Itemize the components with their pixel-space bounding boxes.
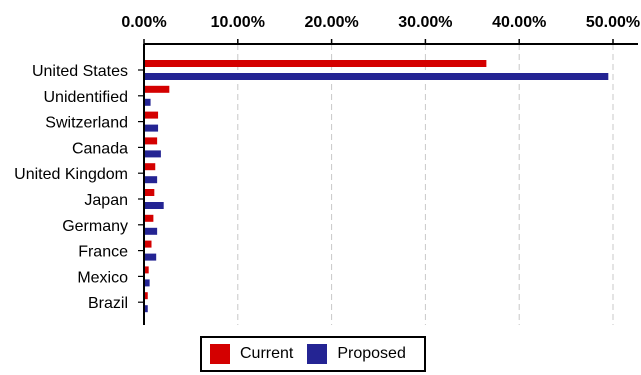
category-labels: United States Unidentified Switzerland Cana… <box>14 63 144 312</box>
bar-proposed <box>144 73 609 80</box>
bar-current <box>144 60 487 67</box>
x-tick-labels: 0.00% 10.00% 20.00% 30.00% 40.00% 50.00% <box>121 14 640 31</box>
x-tick-label: 50.00% <box>586 14 640 31</box>
axes <box>143 43 638 325</box>
x-tick-label: 20.00% <box>304 14 358 31</box>
legend: Current Proposed <box>200 336 426 372</box>
bar-current <box>144 111 159 119</box>
category-label: United States <box>32 63 128 80</box>
bar-current <box>144 85 170 93</box>
bar-proposed <box>144 98 151 106</box>
category-label: United Kingdom <box>14 166 128 183</box>
category-label: Switzerland <box>45 115 128 132</box>
category-label: Brazil <box>88 295 128 312</box>
bar-proposed <box>144 202 164 209</box>
legend-swatch-proposed <box>307 344 328 364</box>
bars <box>144 60 609 313</box>
bar-current <box>144 137 158 145</box>
bar-proposed <box>144 227 158 235</box>
bar-proposed <box>144 305 148 313</box>
category-label: Mexico <box>77 269 128 286</box>
x-tick-label: 30.00% <box>398 14 452 31</box>
bar-proposed <box>144 176 158 184</box>
bar-current <box>144 240 152 248</box>
bar-proposed <box>144 150 161 158</box>
legend-item-proposed: Proposed <box>307 344 406 364</box>
bar-current <box>144 214 154 222</box>
category-label: France <box>78 244 128 261</box>
legend-swatch-current <box>210 344 230 364</box>
gridlines <box>143 39 614 325</box>
category-label: Japan <box>84 192 128 209</box>
bar-chart: 0.00% 10.00% 20.00% 30.00% 40.00% 50.00% Unit… <box>14 14 640 325</box>
legend-item-current: Current <box>210 344 293 364</box>
bar-proposed <box>144 253 157 261</box>
bar-current <box>144 189 155 196</box>
bar-proposed <box>144 279 150 287</box>
category-label: Unidentified <box>44 89 129 106</box>
legend-label-current: Current <box>240 345 294 362</box>
x-tick-label: 0.00% <box>121 14 166 31</box>
category-label: Germany <box>62 218 128 235</box>
bar-proposed <box>144 124 159 132</box>
category-label: Canada <box>72 140 128 157</box>
bar-current <box>144 163 156 171</box>
x-tick-label: 40.00% <box>492 14 546 31</box>
bar-current <box>144 292 148 300</box>
legend-label-proposed: Proposed <box>337 345 406 362</box>
x-tick-label: 10.00% <box>211 14 265 31</box>
bar-current <box>144 266 149 274</box>
